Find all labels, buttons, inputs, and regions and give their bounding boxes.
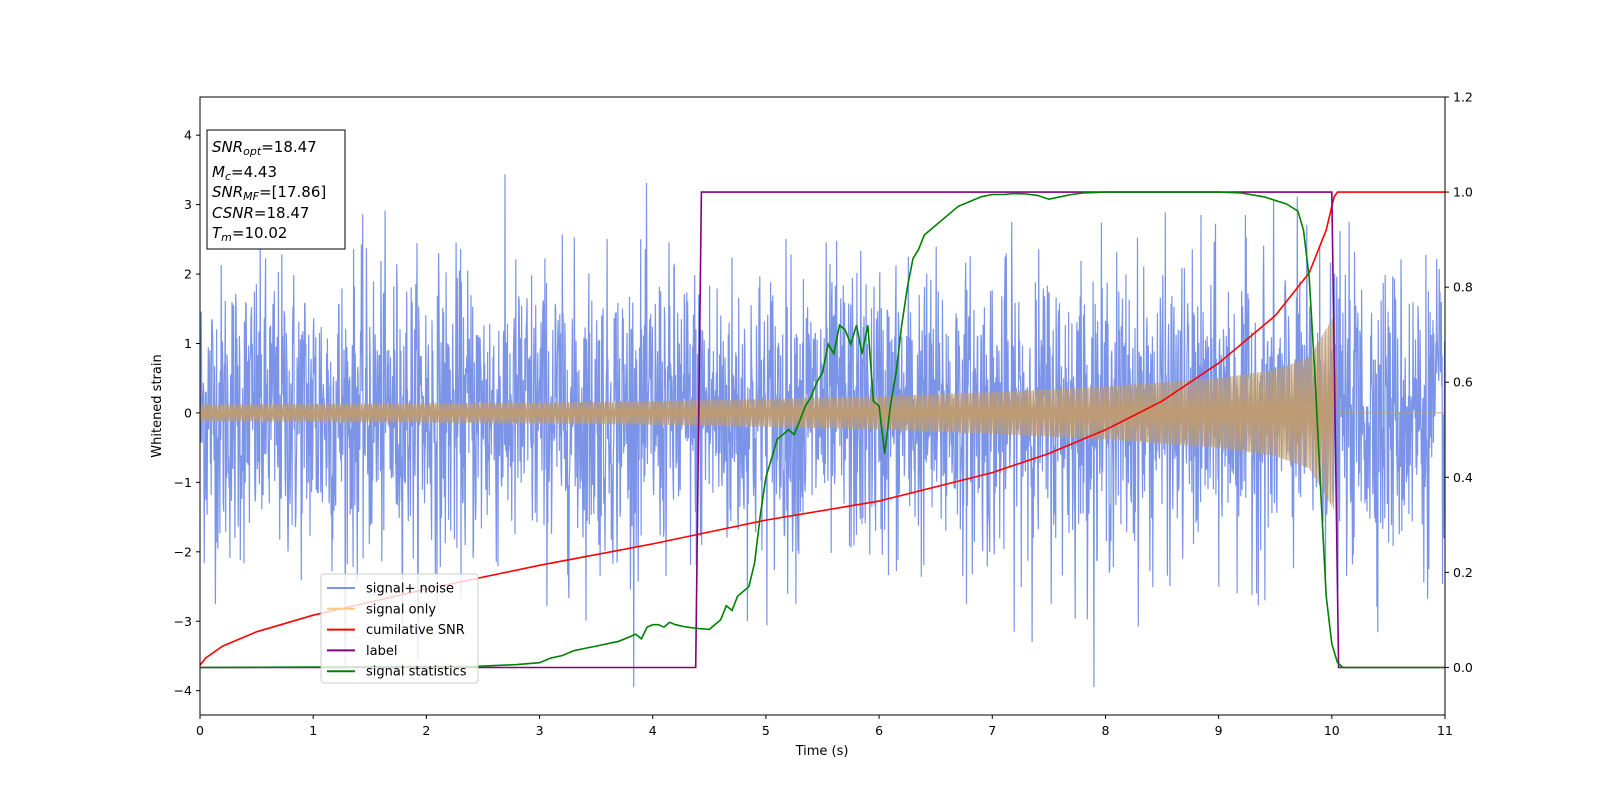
info-box-line: SNRopt=18.47	[212, 138, 317, 158]
y-left-tick-label: 2	[184, 267, 192, 282]
y-left-tick-label: −2	[174, 544, 192, 559]
legend-label: signal statistics	[366, 665, 467, 680]
y-right-tick-label: 0.0	[1453, 660, 1473, 675]
x-tick-label: 8	[1101, 723, 1109, 738]
x-tick-label: 7	[988, 723, 996, 738]
info-box-line: CSNR=18.47	[212, 204, 309, 222]
info-box-line: SNRMF=[17.86]	[212, 183, 326, 203]
y-axis-label: Whitened strain	[150, 354, 165, 457]
series-signal-only	[200, 315, 1445, 510]
x-tick-label: 0	[196, 723, 204, 738]
series-signal-statistics	[200, 191, 1445, 669]
x-tick-label: 6	[875, 723, 883, 738]
y-left-tick-label: −4	[174, 683, 192, 698]
legend-label: signal+ noise	[366, 582, 454, 597]
x-tick-label: 4	[649, 723, 657, 738]
y-left-tick-label: 4	[184, 128, 192, 143]
y-axis-right-ticks: 0.0 0.2 0.4 0.6 0.8 1.0 1.2	[1445, 90, 1473, 675]
info-box-line: Mc=4.43	[212, 163, 277, 183]
x-tick-label: 2	[422, 723, 430, 738]
y-axis-left-ticks: −4 −3 −2 −1 0 1 2 3 4	[174, 128, 200, 698]
x-tick-label: 9	[1215, 723, 1223, 738]
legend-label: signal only	[366, 602, 436, 617]
y-right-tick-label: 0.4	[1453, 470, 1473, 485]
legend: signal+ noise signal only cumilative SNR la…	[320, 573, 479, 684]
x-axis-label: Time (s)	[795, 744, 849, 759]
info-box-line: Tm=10.02	[212, 224, 287, 244]
y-right-tick-label: 0.2	[1453, 565, 1473, 580]
y-right-tick-label: 1.2	[1453, 90, 1473, 105]
y-left-tick-label: 1	[184, 336, 192, 351]
axes-frame	[199, 96, 1446, 716]
x-axis-ticks: 0 1 2 3 4 5 6 7 8 9 10 11	[196, 715, 1453, 738]
y-left-tick-label: 3	[184, 197, 192, 212]
y-right-tick-label: 1.0	[1453, 185, 1473, 200]
info-box: SNRopt=18.47 Mc=4.43SNRMF=[17.86]CSNR=18.…	[206, 129, 346, 250]
x-tick-label: 5	[762, 723, 770, 738]
info-box-frame	[206, 129, 346, 250]
x-tick-label: 1	[309, 723, 317, 738]
y-left-tick-label: −3	[174, 614, 192, 629]
legend-label: label	[366, 644, 397, 659]
y-right-tick-label: 0.6	[1453, 375, 1473, 390]
y-left-tick-label: 0	[184, 405, 192, 420]
legend-frame	[320, 573, 479, 684]
y-right-tick-label: 0.8	[1453, 280, 1473, 295]
legend-label: cumilative SNR	[366, 623, 465, 638]
x-tick-label: 11	[1437, 723, 1453, 738]
plot-area	[200, 174, 1445, 688]
x-tick-label: 3	[536, 723, 544, 738]
x-tick-label: 10	[1324, 723, 1340, 738]
series-cumulative-snr	[200, 191, 1445, 666]
y-left-tick-label: −1	[174, 475, 192, 490]
